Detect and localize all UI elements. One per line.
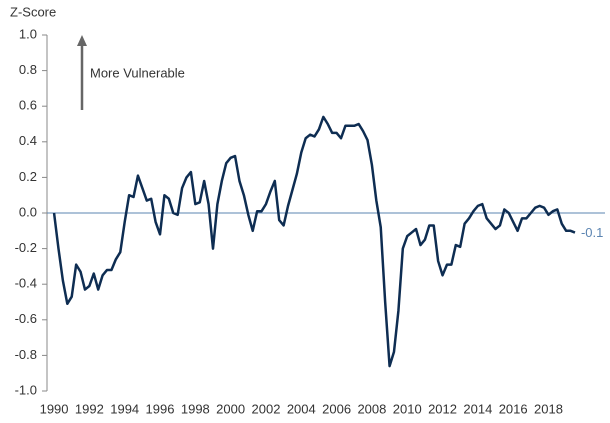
y-tick-label: -0.8 [15,347,37,362]
y-tick-label: -0.2 [15,240,37,255]
y-tick-label: -1.0 [15,382,37,397]
x-tick-label: 2016 [499,401,528,416]
y-tick-label: 0.0 [19,204,37,219]
x-tick-label: 2000 [216,401,245,416]
y-tick-label: 0.4 [19,133,37,148]
x-tick-label: 2006 [322,401,351,416]
y-axis-label: Z-Score [10,4,56,19]
y-tick-label: -0.4 [15,276,37,291]
x-tick-label: 1998 [181,401,210,416]
annotation: More Vulnerable [90,65,185,80]
x-tick-label: 2010 [393,401,422,416]
y-tick-label: 0.6 [19,98,37,113]
x-tick-label: 1996 [146,401,175,416]
data-line [52,115,576,368]
y-tick-label: -0.6 [15,311,37,326]
x-tick-label: 2014 [463,401,492,416]
x-tick-label: 2018 [534,401,563,416]
x-tick-label: 2002 [252,401,281,416]
y-tick-label: 0.8 [19,62,37,77]
x-tick-label: 1994 [110,401,139,416]
x-tick-label: 1992 [75,401,104,416]
x-tick-label: 1990 [40,401,69,416]
arrow-head [77,35,87,46]
x-tick-label: 2004 [287,401,316,416]
x-tick-label: 2012 [428,401,457,416]
y-tick-label: 0.2 [19,169,37,184]
value-label: -0.1 [581,225,603,240]
x-tick-label: 2008 [357,401,386,416]
y-tick-label: 1.0 [19,26,37,41]
